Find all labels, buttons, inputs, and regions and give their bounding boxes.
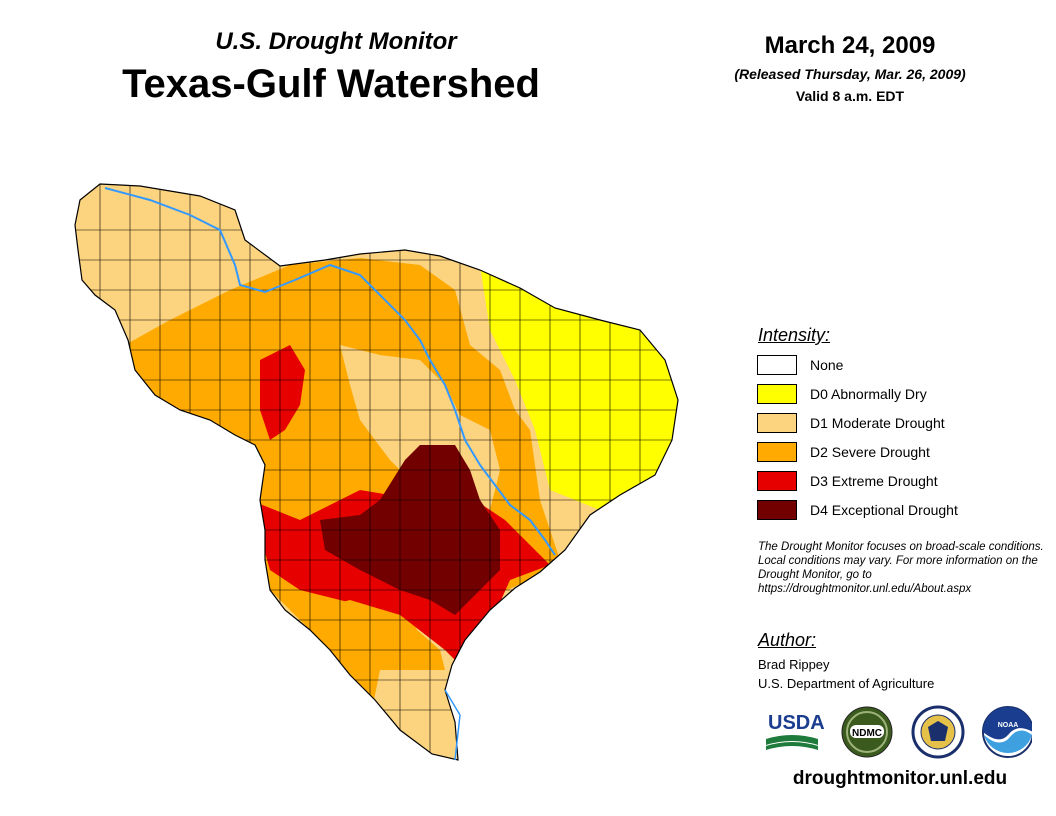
- legend-swatch-d2: [757, 442, 797, 462]
- legend-swatch-d1: [757, 413, 797, 433]
- legend-label: D2 Severe Drought: [810, 444, 930, 460]
- county-grid: [75, 184, 678, 760]
- coast-waterline: [444, 689, 461, 761]
- usda-logo: USDA: [766, 712, 825, 750]
- map-title: Texas-Gulf Watershed: [122, 62, 540, 106]
- noaa-logo-text: NOAA: [998, 722, 1019, 729]
- legend-label: D3 Extreme Drought: [810, 473, 938, 489]
- disclaimer-note: The Drought Monitor focuses on broad-sca…: [758, 541, 1044, 595]
- website-link[interactable]: droughtmonitor.unl.edu: [792, 768, 1008, 789]
- usda-logo-text: USDA: [768, 712, 825, 734]
- zone-d3-west: [260, 345, 305, 440]
- legend-swatch-d3: [757, 471, 797, 491]
- watershed-outline: [74, 183, 679, 761]
- noaa-logo: NOAA: [982, 706, 1032, 758]
- author-name: Brad Rippey: [758, 657, 830, 672]
- ndmc-logo-text: NDMC: [852, 728, 882, 739]
- river-line: [104, 187, 556, 556]
- map-subtitle: U.S. Drought Monitor: [215, 28, 457, 55]
- legend-swatch-d0: [757, 384, 797, 404]
- author-heading: Author:: [758, 630, 817, 650]
- commerce-seal-icon: [911, 705, 965, 759]
- legend-label: D4 Exceptional Drought: [810, 502, 958, 518]
- valid-time: Valid 8 a.m. EDT: [795, 88, 905, 104]
- map-date: March 24, 2009: [764, 32, 936, 59]
- legend-label: D1 Moderate Drought: [810, 415, 945, 431]
- legend-title: Intensity:: [758, 325, 831, 345]
- legend-swatch-d4: [757, 500, 797, 520]
- release-date: (Released Thursday, Mar. 26, 2009): [734, 66, 966, 82]
- drought-map: [74, 183, 679, 761]
- legend-swatch-none: [757, 355, 797, 375]
- legend-label: D0 Abnormally Dry: [810, 386, 927, 402]
- ndmc-logo: NDMC: [841, 706, 893, 758]
- author-organization: U.S. Department of Agriculture: [758, 676, 935, 691]
- agency-logos: USDA NDMC NOAA: [766, 705, 1032, 759]
- legend-label: None: [810, 357, 844, 373]
